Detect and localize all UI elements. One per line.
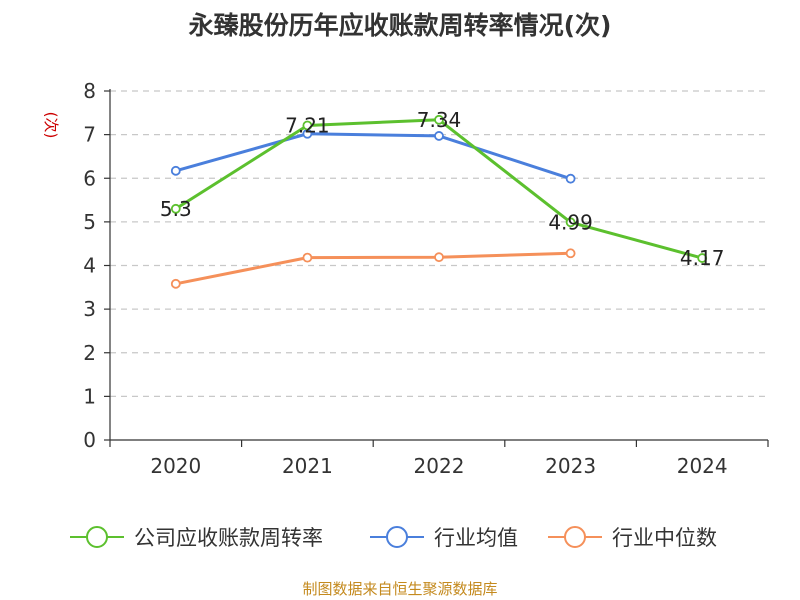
legend-marker bbox=[564, 526, 586, 548]
y-tick-label: 1 bbox=[83, 384, 96, 408]
chart-title: 永臻股份历年应收账款周转率情况(次) bbox=[188, 11, 612, 40]
data-point bbox=[434, 131, 444, 141]
data-point bbox=[302, 252, 313, 263]
y-tick-label: 3 bbox=[83, 297, 96, 321]
data-point bbox=[302, 120, 313, 131]
y-axis-label: (次) bbox=[42, 112, 60, 139]
legend-marker bbox=[386, 526, 408, 548]
x-tick-label: 2022 bbox=[414, 454, 465, 478]
data-label: 4.17 bbox=[680, 246, 725, 270]
legend-label: 公司应收账款周转率 bbox=[134, 526, 323, 550]
x-tick-label: 2024 bbox=[677, 454, 728, 478]
series-line bbox=[175, 251, 571, 286]
x-tick-label: 2023 bbox=[545, 454, 596, 478]
data-point bbox=[434, 252, 444, 263]
series-lines bbox=[170, 114, 708, 289]
axes: 0 1 2 3 4 5 6 7 8 2020 2021 2022 2023 2024 (次) bbox=[42, 79, 769, 478]
y-tick-label: 2 bbox=[83, 341, 96, 365]
data-label: 4.99 bbox=[548, 210, 593, 234]
legend-marker bbox=[86, 526, 108, 548]
y-tick-label: 6 bbox=[83, 166, 96, 190]
data-label: 7.34 bbox=[417, 108, 462, 132]
legend-label: 行业中位数 bbox=[612, 526, 717, 550]
y-tick-label: 0 bbox=[83, 428, 96, 452]
legend-label: 行业均值 bbox=[434, 526, 518, 550]
source-footnote: 制图数据来自恒生聚源数据库 bbox=[302, 580, 498, 598]
y-tick-label: 8 bbox=[83, 79, 96, 103]
data-point bbox=[565, 248, 576, 259]
data-point bbox=[697, 253, 708, 263]
x-tick-label: 2020 bbox=[150, 454, 201, 478]
data-labels: 5.3 7.21 7.34 4.99 4.17 bbox=[160, 108, 725, 270]
legend: 公司应收账款周转率 行业均值 行业中位数 bbox=[70, 526, 717, 550]
data-label: 7.21 bbox=[285, 113, 330, 137]
series-line bbox=[175, 132, 572, 181]
data-point bbox=[565, 217, 576, 228]
y-tick-label: 5 bbox=[83, 210, 96, 234]
x-tick-label: 2021 bbox=[282, 454, 333, 478]
data-point bbox=[434, 114, 444, 125]
data-label: 5.3 bbox=[160, 197, 192, 221]
data-point bbox=[170, 203, 181, 214]
data-point bbox=[170, 165, 181, 176]
data-point bbox=[170, 278, 181, 289]
y-tick-label: 7 bbox=[83, 123, 96, 147]
data-point bbox=[565, 173, 576, 184]
y-tick-label: 4 bbox=[83, 254, 96, 278]
